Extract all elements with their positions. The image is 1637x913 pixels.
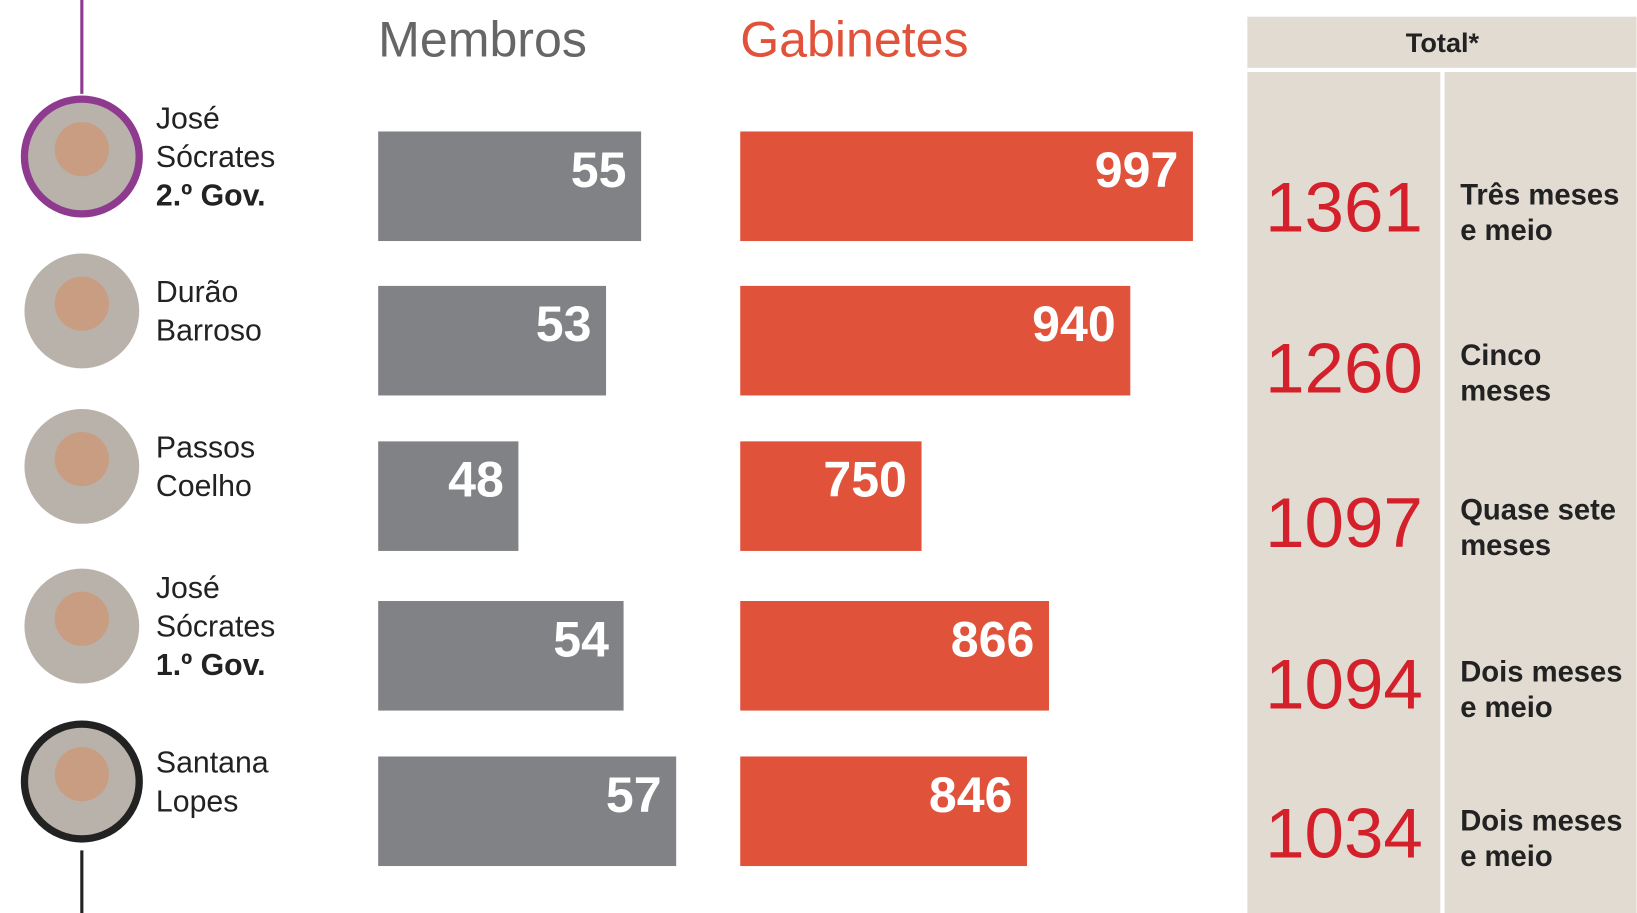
bar-value-label: 750 [823, 452, 907, 508]
person-government: 2.º Gov. [156, 180, 266, 213]
portrait-face [55, 432, 109, 486]
chart: Total* José Sócrates 2.º Gov. Durão Barroso P… [0, 0, 1637, 913]
person-government: 1.º Gov. [156, 649, 266, 682]
total-duration: Cinco [1460, 340, 1541, 372]
total-duration: e meio [1460, 841, 1553, 873]
bar-value-label: 866 [951, 611, 1035, 667]
person-name: Passos [156, 432, 255, 465]
bar-value-label: 55 [571, 142, 627, 198]
total-value: 1094 [1265, 645, 1423, 724]
bar-value-label: 940 [1032, 296, 1116, 352]
person-name: José [156, 572, 220, 605]
total-value: 1097 [1265, 484, 1423, 563]
person-name: Coelho [156, 470, 252, 503]
portrait-face [55, 277, 109, 331]
bar-value-label: 997 [1095, 142, 1179, 198]
person-name: Barroso [156, 315, 262, 348]
person-name: Durão [156, 276, 238, 309]
portrait-face [55, 122, 109, 176]
portrait-face [55, 747, 109, 801]
total-duration: meses [1460, 376, 1551, 408]
portrait-face [55, 592, 109, 646]
total-duration: e meio [1460, 692, 1553, 724]
person-name: Lopes [156, 785, 238, 818]
bar-value-label: 57 [606, 767, 662, 823]
total-value: 1361 [1265, 169, 1423, 248]
person-name: Sócrates [156, 610, 275, 643]
page: Total* José Sócrates 2.º Gov. Durão Barroso P… [0, 0, 1637, 913]
panel-title: Gabinetes [740, 11, 968, 67]
person-name: José [156, 102, 220, 135]
total-value: 1260 [1265, 329, 1423, 408]
total-duration: Quase sete [1460, 495, 1616, 527]
totals-title: Total* [1406, 27, 1480, 58]
bar-value-label: 846 [929, 767, 1013, 823]
bar-value-label: 54 [553, 611, 609, 667]
total-duration: Dois meses [1460, 806, 1622, 838]
person-name: Santana [156, 747, 269, 780]
total-duration: Dois meses [1460, 656, 1622, 688]
total-duration: meses [1460, 530, 1551, 562]
total-value: 1034 [1265, 795, 1423, 874]
person-name: Sócrates [156, 141, 275, 174]
panel-title: Membros [378, 11, 587, 67]
total-duration: Três meses [1460, 180, 1619, 212]
bar-value-label: 48 [448, 452, 504, 508]
bar-value-label: 53 [536, 296, 592, 352]
total-duration: e meio [1460, 215, 1553, 247]
